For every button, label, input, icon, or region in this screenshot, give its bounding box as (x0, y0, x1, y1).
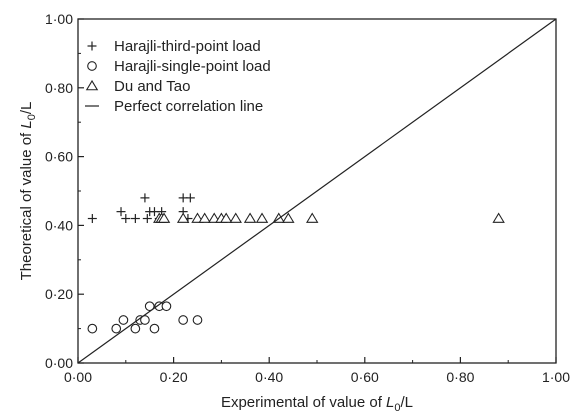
legend-marker (87, 41, 97, 51)
legend-label: Harajli-third-point load (114, 38, 261, 55)
x-tick-label: 0·40 (255, 369, 283, 385)
data-point (178, 315, 189, 325)
legend-marker (87, 61, 97, 71)
data-point (161, 301, 172, 312)
x-tick-label: 0·00 (64, 369, 92, 385)
data-point (282, 212, 295, 223)
data-point (118, 315, 129, 325)
y-tick-label: 0·60 (45, 149, 73, 165)
data-point (492, 212, 505, 223)
y-axis-title: Theoretical of value of L0/L (18, 102, 38, 281)
y-tick-label: 0·40 (45, 217, 73, 233)
data-point (116, 207, 126, 217)
data-point (142, 214, 152, 224)
data-point (305, 212, 319, 223)
x-tick-label: 0·80 (446, 369, 474, 385)
legend-label: Perfect correlation line (114, 98, 263, 115)
data-point (121, 214, 131, 224)
data-point (176, 212, 190, 223)
data-point (140, 315, 150, 325)
data-point (149, 323, 160, 334)
series-0 (87, 193, 195, 224)
data-point (198, 212, 211, 223)
perfect-correlation-line (77, 18, 557, 364)
series-3 (77, 18, 557, 364)
data-point (87, 214, 97, 224)
data-point (219, 212, 233, 223)
data-point (243, 212, 257, 223)
data-point (144, 301, 155, 312)
data-point (157, 212, 171, 223)
y-tick-label: 0·20 (45, 286, 73, 302)
data-point (111, 323, 122, 334)
data-point (140, 193, 150, 203)
data-point (87, 323, 98, 334)
legend-item: Harajli-single-point load (87, 58, 271, 75)
y-axis-ticks: 0·00 0·20 0·40 0·60 0·80 1·00 (45, 11, 84, 371)
series-2 (153, 212, 505, 223)
series-1 (87, 301, 203, 334)
data-point (255, 212, 269, 223)
data-point (229, 212, 242, 223)
x-axis-ticks: 0·00 0·20 0·40 0·60 0·80 1·00 (64, 357, 570, 385)
x-tick-label: 1·00 (542, 369, 570, 385)
legend-item: Harajli-third-point load (87, 38, 261, 55)
data-layer (77, 18, 557, 364)
x-axis-title: Experimental of value of L0/L (221, 394, 413, 414)
legend-label: Harajli-single-point load (114, 58, 271, 75)
legend-item: Perfect correlation line (85, 98, 263, 115)
legend-label: Du and Tao (114, 78, 190, 95)
y-tick-label: 0·80 (45, 80, 73, 96)
y-tick-label: 0·00 (45, 355, 73, 371)
x-tick-label: 0·60 (351, 369, 379, 385)
legend-item: Du and Tao (85, 78, 190, 95)
data-point (185, 193, 195, 203)
legend-marker (85, 79, 99, 91)
x-tick-label: 0·20 (160, 369, 188, 385)
data-point (130, 214, 140, 224)
data-point (192, 315, 203, 325)
y-tick-label: 1·00 (45, 11, 73, 27)
legend: Harajli-third-point load Harajli-single-p… (85, 38, 271, 115)
data-point (130, 323, 141, 334)
